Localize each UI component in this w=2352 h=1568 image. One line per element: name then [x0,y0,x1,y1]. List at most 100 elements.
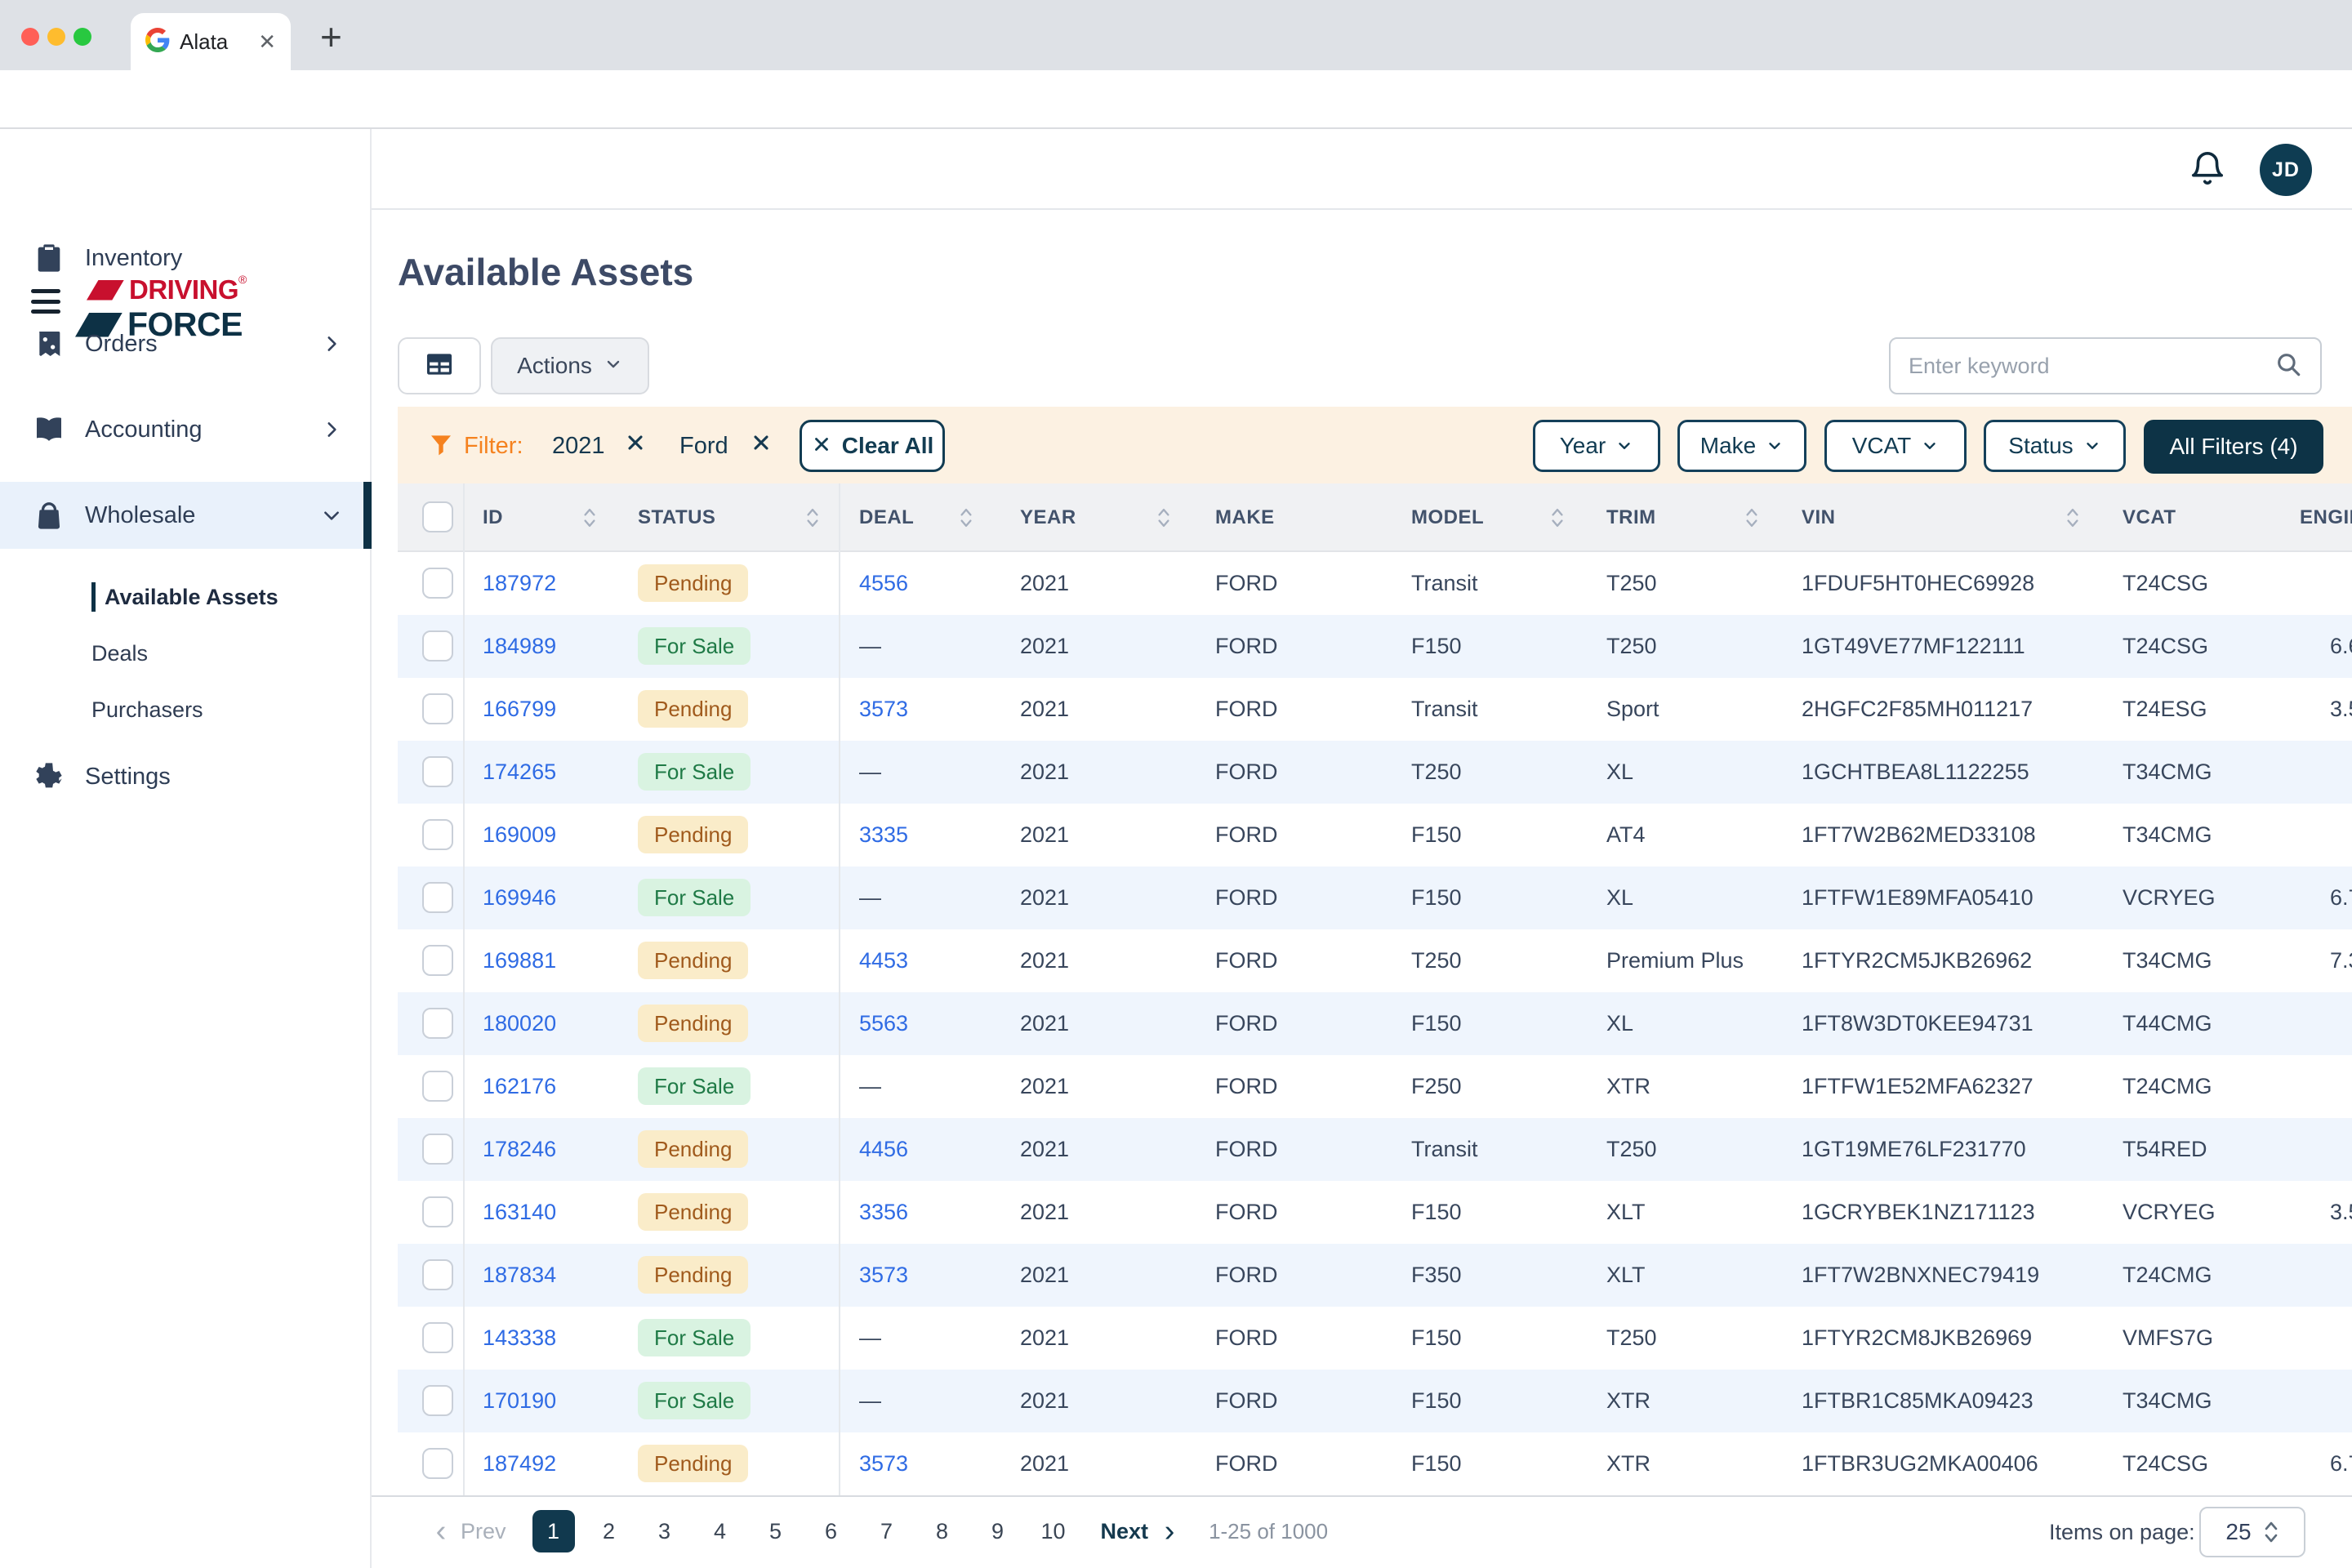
row-checkbox[interactable] [422,756,453,787]
sort-icon[interactable] [959,505,973,535]
table-view-button[interactable] [398,337,481,394]
row-checkbox[interactable] [422,630,453,662]
deal-link[interactable]: 4453 [859,948,908,973]
search-input[interactable] [1909,354,2274,379]
notifications-bell-icon[interactable] [2189,150,2226,188]
row-checkbox[interactable] [422,693,453,724]
page-number-9[interactable]: 9 [977,1510,1019,1552]
window-minimize-button[interactable] [47,28,65,46]
next-button[interactable]: Next [1101,1519,1149,1544]
table-row: 178246 Pending 4456 2021 FORD Transit T2… [398,1118,2352,1181]
column-header-model[interactable]: MODEL [1411,483,1484,552]
row-checkbox[interactable] [422,568,453,599]
column-header-status[interactable]: STATUS [638,483,715,552]
asset-id-link[interactable]: 163140 [483,1181,556,1244]
status-filter-dropdown[interactable]: Status [1984,420,2126,472]
deal-link[interactable]: 4456 [859,1137,908,1161]
asset-id-link[interactable]: 143338 [483,1307,556,1370]
deal-link[interactable]: 3356 [859,1200,908,1224]
items-per-page-select[interactable]: 25 [2199,1507,2305,1557]
sidebar-item-inventory[interactable]: Inventory [0,225,372,292]
row-checkbox[interactable] [422,1134,453,1165]
column-header-vin[interactable]: VIN [1802,483,1836,552]
row-checkbox[interactable] [422,1008,453,1039]
row-checkbox[interactable] [422,882,453,913]
page-number-8[interactable]: 8 [921,1510,964,1552]
column-header-deal[interactable]: DEAL [859,483,914,552]
prev-button[interactable]: Prev [461,1519,506,1544]
sidebar-item-accounting[interactable]: Accounting [0,396,372,463]
row-checkbox[interactable] [422,1071,453,1102]
next-chevron-icon[interactable]: › [1153,1510,1186,1552]
deal-link[interactable]: 3335 [859,822,908,847]
asset-id-link[interactable]: 187492 [483,1432,556,1495]
asset-id-link[interactable]: 187834 [483,1244,556,1307]
sidebar-subitem-deals[interactable]: Deals [0,627,372,679]
window-zoom-button[interactable] [74,28,91,46]
row-checkbox[interactable] [422,819,453,850]
row-checkbox[interactable] [422,1259,453,1290]
asset-id-link[interactable]: 180020 [483,992,556,1055]
sort-icon[interactable] [1550,505,1565,535]
clear-all-button[interactable]: Clear All [800,420,945,472]
row-checkbox[interactable] [422,1385,453,1416]
column-header-id[interactable]: ID [483,483,503,552]
deal-link[interactable]: 3573 [859,1451,908,1476]
prev-chevron-icon[interactable]: ‹ [425,1510,457,1552]
asset-id-link[interactable]: 178246 [483,1118,556,1181]
row-checkbox[interactable] [422,1448,453,1479]
sidebar-item-wholesale[interactable]: Wholesale [0,482,372,549]
sidebar-subitem-purchasers[interactable]: Purchasers [0,684,372,736]
asset-id-link[interactable]: 169009 [483,804,556,866]
row-checkbox[interactable] [422,1322,453,1353]
all-filters-button[interactable]: All Filters (4) [2144,420,2323,474]
actions-button[interactable]: Actions [491,337,649,394]
trim-cell: XTR [1606,1055,1650,1118]
sidebar-subitem-available-assets[interactable]: Available Assets [0,571,372,623]
deal-link[interactable]: 3573 [859,697,908,721]
column-header-trim[interactable]: TRIM [1606,483,1656,552]
make-filter-dropdown[interactable]: Make [1677,420,1806,472]
asset-id-link[interactable]: 174265 [483,741,556,804]
sort-icon[interactable] [1744,505,1759,535]
column-header-year[interactable]: YEAR [1020,483,1076,552]
asset-id-link[interactable]: 184989 [483,615,556,678]
page-number-1[interactable]: 1 [532,1510,575,1552]
row-checkbox[interactable] [422,1196,453,1227]
page-number-5[interactable]: 5 [755,1510,797,1552]
search-icon[interactable] [2274,350,2302,382]
sort-icon[interactable] [2065,505,2080,535]
year-filter-dropdown[interactable]: Year [1533,420,1660,472]
sort-icon[interactable] [805,505,820,535]
user-avatar[interactable]: JD [2260,144,2312,196]
sidebar-item-orders[interactable]: Orders [0,310,372,377]
vin-cell: 1FT7W2BNXNEC79419 [1802,1244,2039,1307]
page-number-6[interactable]: 6 [810,1510,853,1552]
asset-id-link[interactable]: 187972 [483,552,556,615]
asset-id-link[interactable]: 170190 [483,1370,556,1432]
deal-link[interactable]: 4556 [859,571,908,595]
asset-id-link[interactable]: 166799 [483,678,556,741]
new-tab-button[interactable]: + [320,18,342,56]
deal-link[interactable]: 3573 [859,1263,908,1287]
vcat-filter-dropdown[interactable]: VCAT [1824,420,1967,472]
page-number-4[interactable]: 4 [699,1510,742,1552]
tab-close-icon[interactable]: ✕ [258,29,276,55]
window-close-button[interactable] [21,28,39,46]
remove-chip-icon[interactable] [624,431,647,454]
page-number-7[interactable]: 7 [866,1510,908,1552]
asset-id-link[interactable]: 169946 [483,866,556,929]
asset-id-link[interactable]: 162176 [483,1055,556,1118]
sidebar-item-settings[interactable]: Settings [0,743,372,810]
asset-id-link[interactable]: 169881 [483,929,556,992]
sort-icon[interactable] [1156,505,1171,535]
sort-icon[interactable] [582,505,597,535]
page-number-10[interactable]: 10 [1032,1510,1075,1552]
remove-chip-icon[interactable] [750,431,773,454]
select-all-checkbox[interactable] [422,501,453,532]
page-number-2[interactable]: 2 [588,1510,630,1552]
browser-tab[interactable]: Alata ✕ [131,13,291,70]
deal-link[interactable]: 5563 [859,1011,908,1036]
row-checkbox[interactable] [422,945,453,976]
page-number-3[interactable]: 3 [644,1510,686,1552]
